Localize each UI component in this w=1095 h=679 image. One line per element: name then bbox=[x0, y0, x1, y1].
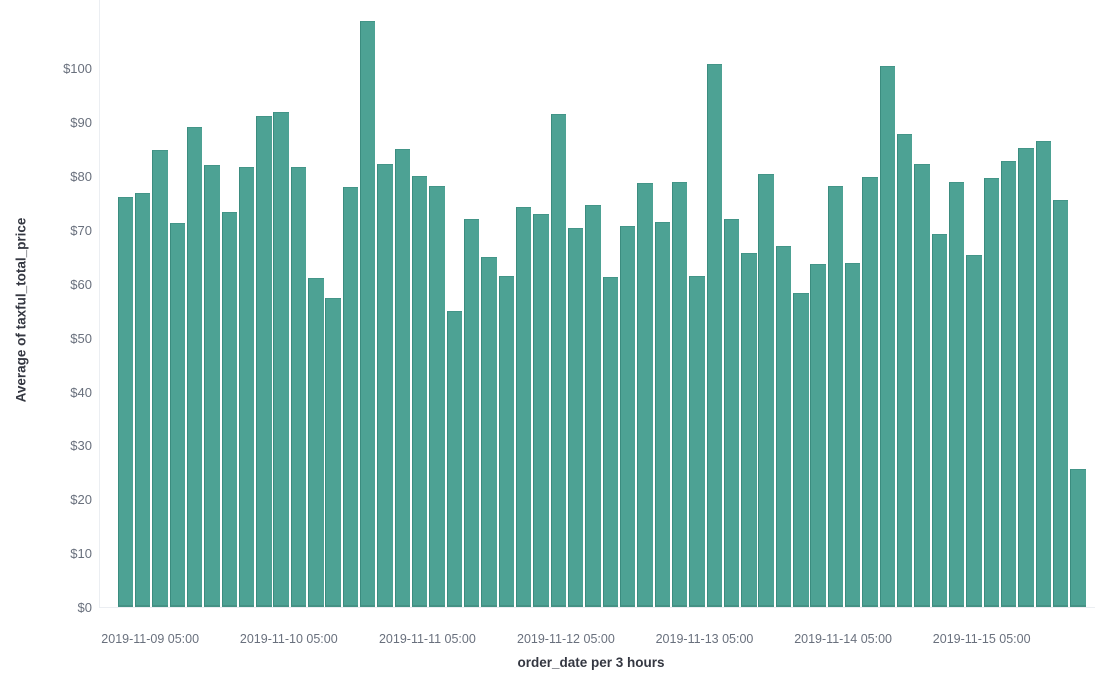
bar[interactable] bbox=[515, 206, 532, 607]
bar[interactable] bbox=[325, 298, 341, 607]
y-axis-tick-label: $80 bbox=[70, 169, 92, 184]
y-axis-tick-label: $50 bbox=[70, 330, 92, 346]
bar[interactable] bbox=[983, 178, 1000, 607]
bar[interactable] bbox=[429, 185, 445, 607]
bar[interactable] bbox=[308, 278, 324, 607]
bar[interactable] bbox=[637, 183, 653, 607]
bar[interactable] bbox=[758, 174, 774, 607]
bar[interactable] bbox=[949, 182, 965, 607]
y-axis-tick-label: $100 bbox=[63, 61, 92, 77]
bar[interactable] bbox=[793, 292, 809, 607]
x-axis-tick-label: 2019-11-13 05:00 bbox=[655, 632, 754, 646]
bar[interactable] bbox=[273, 111, 289, 607]
bar[interactable] bbox=[741, 253, 757, 607]
bar[interactable] bbox=[446, 310, 463, 607]
x-axis-tick-label: 2019-11-14 05:00 bbox=[794, 632, 892, 646]
bar[interactable] bbox=[481, 256, 497, 607]
bar[interactable] bbox=[966, 255, 982, 607]
bar[interactable] bbox=[533, 214, 549, 607]
bar[interactable] bbox=[360, 21, 376, 607]
bar[interactable] bbox=[845, 262, 861, 607]
bar[interactable] bbox=[914, 164, 930, 607]
bar[interactable] bbox=[897, 134, 913, 607]
x-axis-tick-label: 2019-11-09 05:00 bbox=[101, 632, 200, 646]
bar[interactable] bbox=[654, 221, 670, 607]
x-axis-tick-label: 2019-11-12 05:00 bbox=[517, 632, 615, 646]
bar[interactable] bbox=[879, 66, 896, 607]
bar[interactable] bbox=[1018, 148, 1034, 607]
bar[interactable] bbox=[256, 115, 272, 607]
bar[interactable] bbox=[689, 275, 705, 607]
bar[interactable] bbox=[775, 246, 792, 607]
bar[interactable] bbox=[186, 127, 203, 607]
bar[interactable] bbox=[221, 212, 237, 607]
bar[interactable] bbox=[550, 113, 567, 607]
bar[interactable] bbox=[169, 222, 185, 607]
bar[interactable] bbox=[1035, 140, 1051, 607]
bar[interactable] bbox=[1052, 199, 1069, 607]
bar[interactable] bbox=[117, 197, 133, 607]
bar[interactable] bbox=[394, 148, 411, 607]
bar[interactable] bbox=[862, 176, 878, 607]
y-axis-tick-label: $90 bbox=[70, 115, 92, 131]
bar[interactable] bbox=[204, 164, 220, 607]
bar[interactable] bbox=[827, 186, 844, 607]
bar[interactable] bbox=[134, 192, 151, 607]
y-axis-tick-label: $10 bbox=[70, 546, 92, 562]
bar[interactable] bbox=[464, 219, 480, 607]
bar[interactable] bbox=[1070, 469, 1086, 607]
bar[interactable] bbox=[342, 187, 359, 607]
bar[interactable] bbox=[567, 227, 584, 607]
bar[interactable] bbox=[412, 175, 428, 607]
y-axis-tick-label: $40 bbox=[70, 384, 92, 400]
bar[interactable] bbox=[706, 64, 722, 607]
bar[interactable] bbox=[931, 234, 948, 607]
bar[interactable] bbox=[810, 264, 826, 607]
y-axis-tick-label: $60 bbox=[70, 276, 92, 292]
bar[interactable] bbox=[619, 226, 636, 607]
y-axis: $0 $10 $20 $30 $40 $50 $60 $70 $80 $90 $100 bbox=[0, 0, 92, 615]
x-axis-tick-label: 2019-11-15 05:00 bbox=[932, 632, 1031, 646]
plot-area[interactable] bbox=[99, 0, 1095, 608]
y-axis-tick-label: $70 bbox=[70, 222, 92, 238]
bar[interactable] bbox=[377, 164, 393, 607]
y-axis-tick-label: $20 bbox=[70, 492, 92, 508]
bar[interactable] bbox=[602, 277, 618, 607]
y-axis-tick-label: $30 bbox=[70, 438, 92, 454]
bar[interactable] bbox=[152, 149, 168, 607]
bar[interactable] bbox=[585, 204, 601, 607]
x-axis-title: order_date per 3 hours bbox=[517, 655, 665, 670]
bar[interactable] bbox=[498, 275, 515, 607]
bar[interactable] bbox=[723, 219, 740, 607]
y-axis-tick-label: $0 bbox=[77, 600, 92, 615]
bar[interactable] bbox=[290, 166, 307, 607]
x-axis-tick-label: 2019-11-11 05:00 bbox=[378, 632, 476, 646]
bar[interactable] bbox=[671, 182, 688, 607]
bar[interactable] bbox=[1000, 161, 1017, 607]
bar[interactable] bbox=[238, 166, 255, 607]
x-axis-tick-label: 2019-11-10 05:00 bbox=[239, 632, 338, 646]
